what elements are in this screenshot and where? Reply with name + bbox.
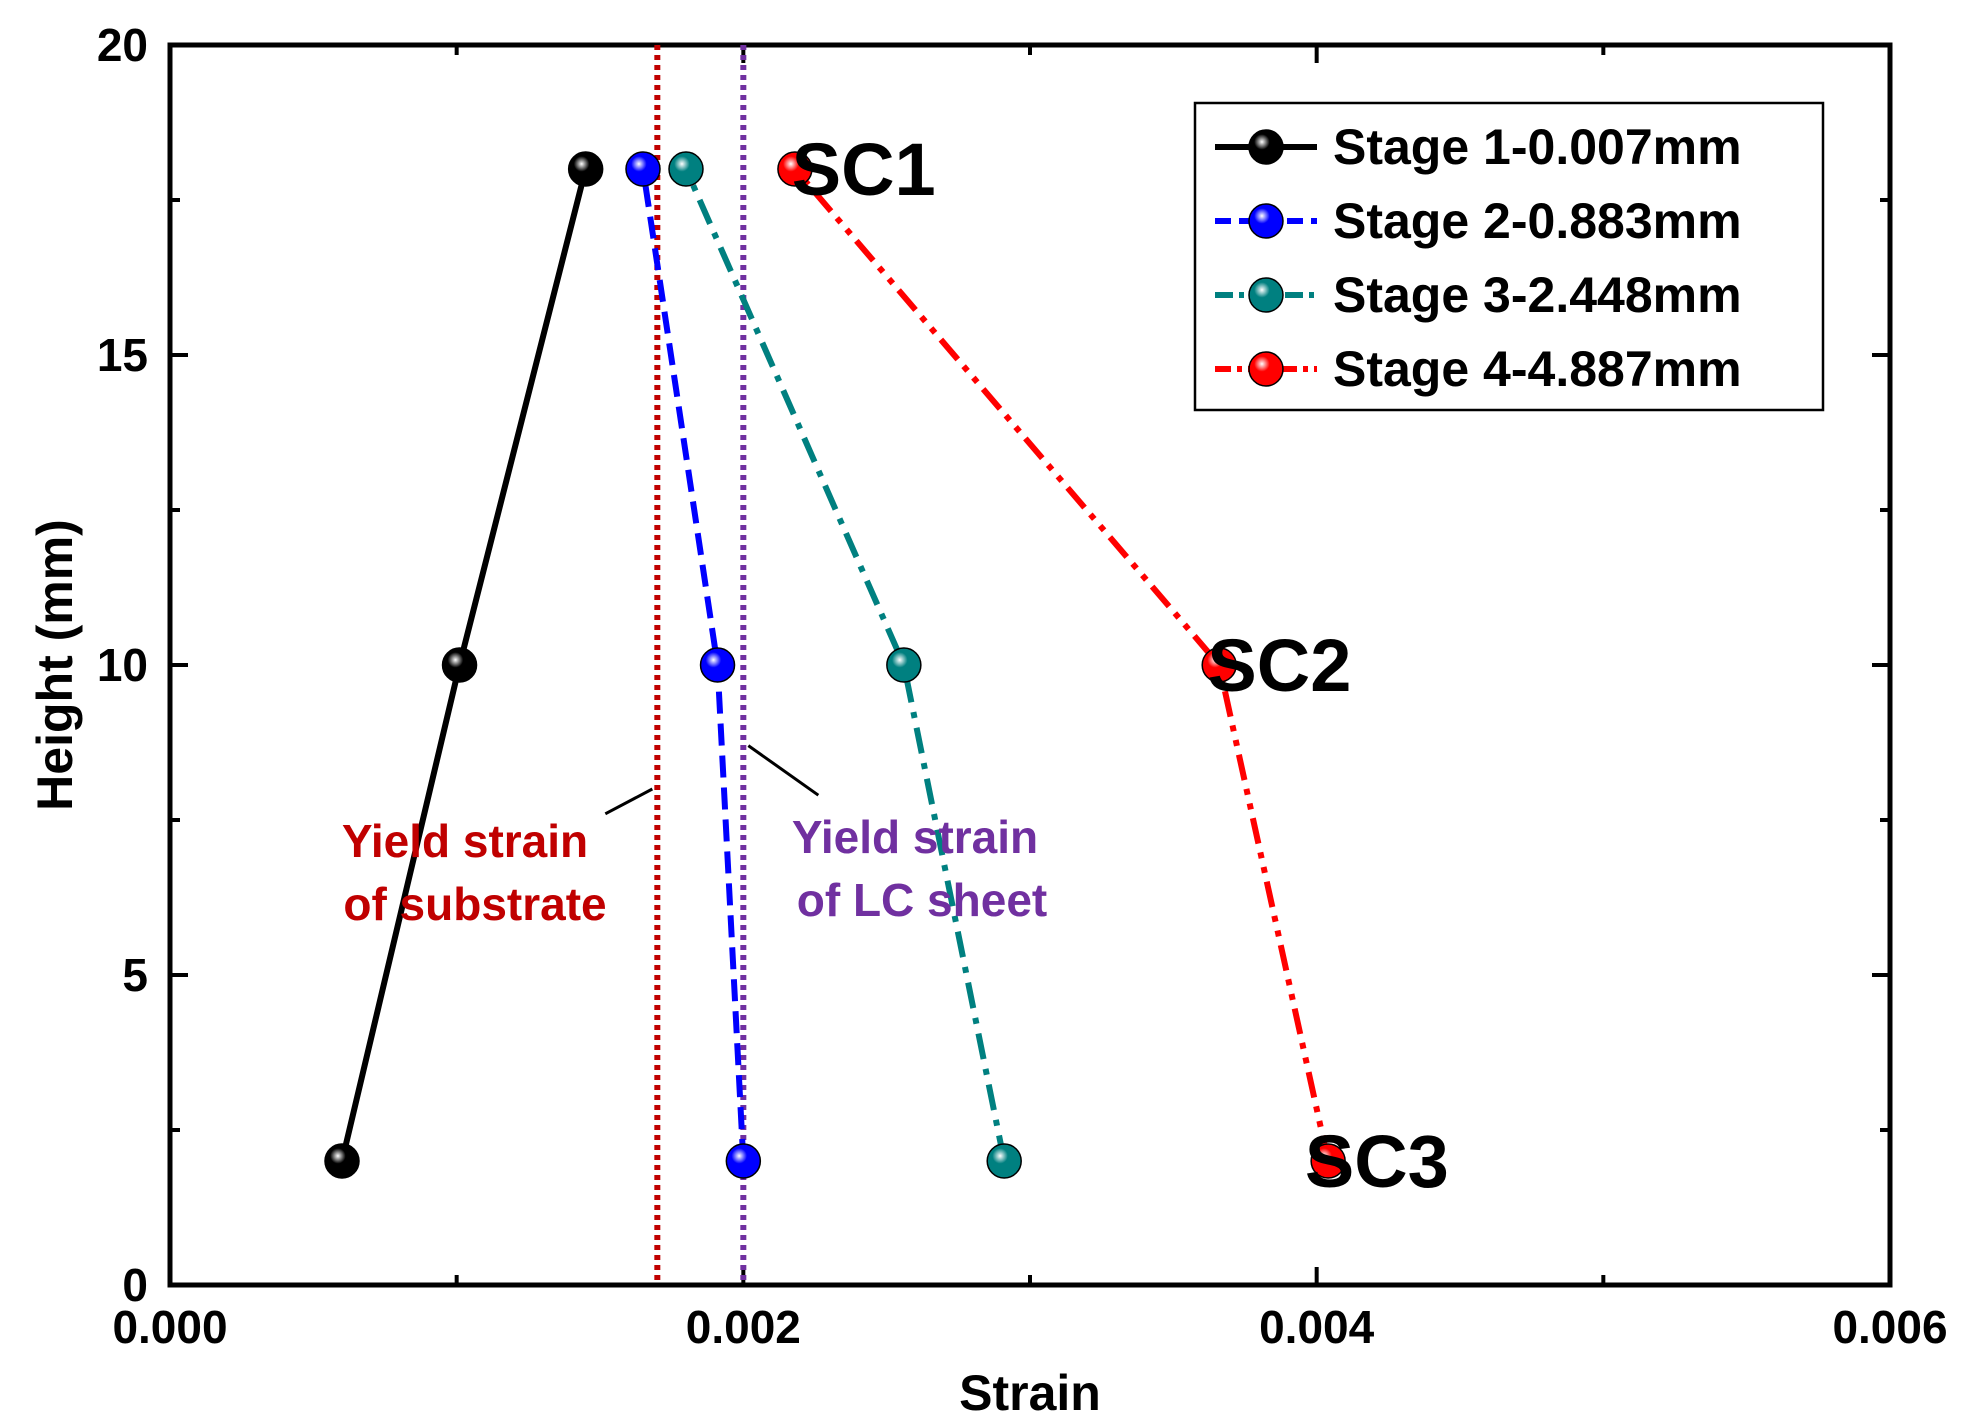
x-tick-label: 0.002 [686,1301,801,1353]
yield-substrate-label-line2: of substrate [343,878,606,930]
x-tick-label: 0.000 [112,1301,227,1353]
sc-label: SC2 [1207,624,1351,707]
x-axis-title: Strain [959,1365,1101,1421]
legend-marker [1248,129,1284,165]
legend-marker [1248,203,1284,239]
legend-entry: Stage 4-4.887mm [1333,341,1742,397]
legend-entry: Stage 1-0.007mm [1333,119,1742,175]
data-point [1310,1143,1346,1179]
sc-label: SC3 [1305,1120,1449,1203]
yield-lc-label-line2: of LC sheet [797,874,1047,926]
data-point [324,1143,360,1179]
data-point [886,647,922,683]
legend-marker [1248,351,1284,387]
annotation-leader [604,787,654,816]
legend-marker [1248,277,1284,313]
data-point [567,151,604,187]
y-tick-label: 0 [122,1259,148,1311]
annotation-leader [747,744,820,797]
data-point [625,151,661,187]
data-point [725,1143,762,1179]
y-tick-label: 15 [97,329,148,381]
y-tick-label: 5 [122,949,148,1001]
yield-substrate-label-line1: Yield strain [342,815,588,867]
data-point [777,151,813,187]
legend-entry: Stage 3-2.448mm [1333,267,1742,323]
data-point [699,647,736,683]
legend-box [1193,101,1825,412]
x-tick-label: 0.006 [1832,1301,1947,1353]
data-point [1201,647,1237,683]
sc-label: SC1 [792,128,936,211]
x-tick-label: 0.004 [1259,1301,1375,1353]
y-axis-title: Height (mm) [27,519,83,811]
data-point [441,647,478,683]
data-point [668,151,704,187]
data-point [986,1143,1022,1179]
yield-lc-label-line1: Yield strain [792,811,1038,863]
y-tick-label: 20 [97,19,148,71]
legend-entry: Stage 2-0.883mm [1333,193,1742,249]
y-tick-label: 10 [97,639,148,691]
